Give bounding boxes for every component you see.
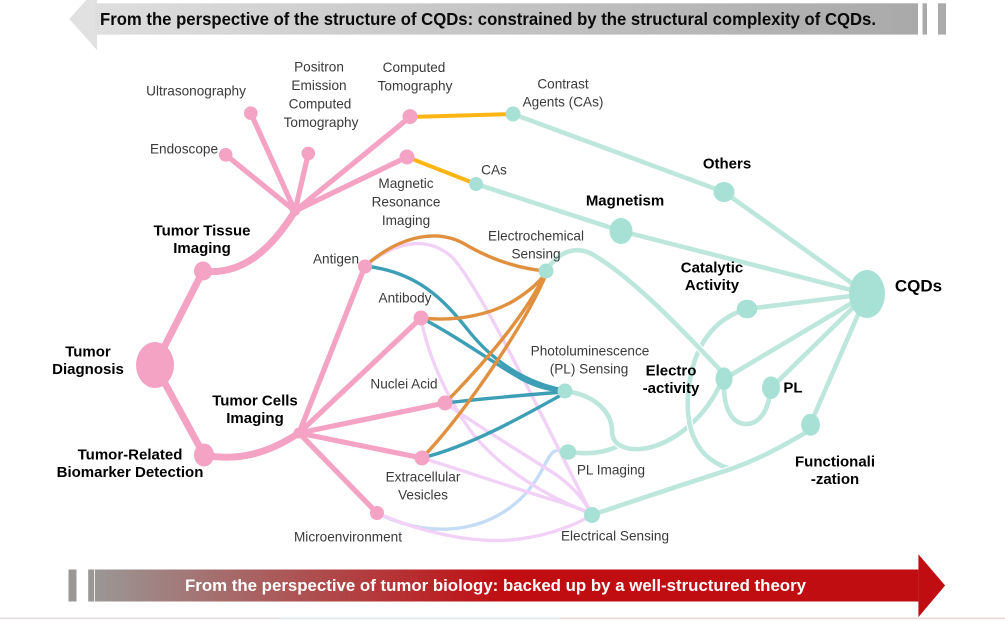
- svg-text:Antigen: Antigen: [313, 252, 359, 267]
- svg-text:CAs: CAs: [481, 163, 507, 178]
- svg-text:Imaging: Imaging: [382, 213, 430, 228]
- svg-text:Vesicles: Vesicles: [398, 488, 448, 503]
- svg-text:Endoscope: Endoscope: [150, 142, 218, 157]
- svg-text:Biomarker Detection: Biomarker Detection: [57, 464, 204, 481]
- svg-text:Sensing: Sensing: [511, 247, 560, 262]
- svg-text:Positron: Positron: [294, 60, 344, 75]
- svg-text:Emission: Emission: [291, 78, 346, 93]
- svg-text:Contrast: Contrast: [537, 77, 589, 92]
- svg-text:Tumor Tissue: Tumor Tissue: [154, 223, 251, 240]
- svg-text:Antibody: Antibody: [379, 291, 432, 306]
- svg-text:Computed: Computed: [289, 97, 352, 112]
- svg-text:PL Imaging: PL Imaging: [577, 463, 645, 478]
- svg-text:Electrochemical: Electrochemical: [488, 229, 584, 244]
- svg-text:CQDs: CQDs: [895, 277, 942, 296]
- svg-text:Functionali: Functionali: [795, 454, 875, 471]
- svg-text:Electro: Electro: [646, 363, 697, 380]
- svg-text:Agents (CAs): Agents (CAs): [523, 95, 604, 110]
- svg-text:Tumor-Related: Tumor-Related: [78, 447, 183, 464]
- svg-text:(PL) Sensing: (PL) Sensing: [550, 362, 629, 377]
- svg-text:Activity: Activity: [685, 277, 740, 294]
- svg-text:Photoluminescence: Photoluminescence: [531, 344, 650, 359]
- svg-text:Diagnosis: Diagnosis: [52, 361, 124, 378]
- svg-text:Magnetic: Magnetic: [378, 176, 433, 191]
- svg-text:From the perspective of tumor: From the perspective of tumor biology: b…: [185, 576, 807, 595]
- svg-text:Microenvironment: Microenvironment: [294, 530, 402, 545]
- svg-text:Tomography: Tomography: [284, 115, 359, 130]
- svg-text:Tomography: Tomography: [378, 79, 453, 94]
- svg-text:Imaging: Imaging: [173, 240, 231, 257]
- svg-text:Ultrasonography: Ultrasonography: [146, 84, 246, 99]
- svg-text:Computed: Computed: [383, 60, 446, 75]
- svg-text:Magnetism: Magnetism: [586, 193, 664, 210]
- svg-text:Resonance: Resonance: [372, 195, 441, 210]
- svg-text:Electrical Sensing: Electrical Sensing: [561, 529, 669, 544]
- svg-text:Others: Others: [703, 156, 751, 173]
- svg-text:PL: PL: [783, 380, 802, 397]
- svg-text:From the perspective of the st: From the perspective of the structure of…: [100, 9, 876, 29]
- svg-text:Imaging: Imaging: [226, 410, 284, 427]
- svg-text:Tumor: Tumor: [65, 344, 111, 361]
- svg-text:Catalytic: Catalytic: [681, 260, 744, 277]
- svg-text:Nuclei Acid: Nuclei Acid: [370, 377, 437, 392]
- svg-text:-activity: -activity: [643, 380, 700, 397]
- svg-text:Extracellular: Extracellular: [386, 470, 461, 485]
- svg-text:-zation: -zation: [811, 471, 859, 488]
- svg-text:Tumor Cells: Tumor Cells: [212, 393, 298, 410]
